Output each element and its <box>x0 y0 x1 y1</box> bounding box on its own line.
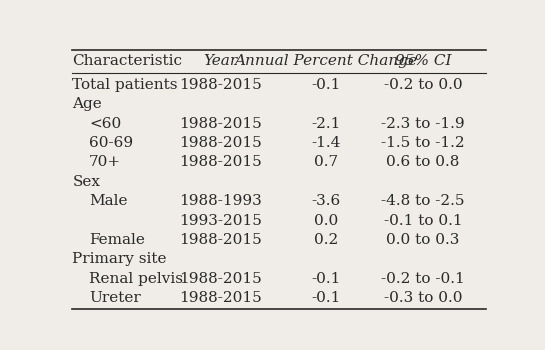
Text: 95% CI: 95% CI <box>395 54 451 68</box>
Text: -0.1: -0.1 <box>311 78 341 92</box>
Text: 0.2: 0.2 <box>314 233 338 247</box>
Text: Age: Age <box>72 97 102 111</box>
Text: 0.0: 0.0 <box>314 214 338 228</box>
Text: -0.1 to 0.1: -0.1 to 0.1 <box>384 214 462 228</box>
Text: Ureter: Ureter <box>89 291 141 305</box>
Text: 1988-2015: 1988-2015 <box>179 117 262 131</box>
Text: 1988-1993: 1988-1993 <box>179 194 262 208</box>
Text: -0.2 to 0.0: -0.2 to 0.0 <box>384 78 462 92</box>
Text: 1988-2015: 1988-2015 <box>179 136 262 150</box>
Text: -0.1: -0.1 <box>311 272 341 286</box>
Text: 0.6 to 0.8: 0.6 to 0.8 <box>386 155 459 169</box>
Text: -0.2 to -0.1: -0.2 to -0.1 <box>381 272 465 286</box>
Text: -2.1: -2.1 <box>311 117 341 131</box>
Text: Annual Percent Change: Annual Percent Change <box>234 54 417 68</box>
Text: Female: Female <box>89 233 145 247</box>
Text: Renal pelvis: Renal pelvis <box>89 272 183 286</box>
Text: Characteristic: Characteristic <box>72 54 183 68</box>
Text: 1988-2015: 1988-2015 <box>179 233 262 247</box>
Text: Primary site: Primary site <box>72 252 167 266</box>
Text: Year: Year <box>203 54 237 68</box>
Text: 0.0 to 0.3: 0.0 to 0.3 <box>386 233 459 247</box>
Text: 1988-2015: 1988-2015 <box>179 78 262 92</box>
Text: -0.3 to 0.0: -0.3 to 0.0 <box>384 291 462 305</box>
Text: 60-69: 60-69 <box>89 136 134 150</box>
Text: Male: Male <box>89 194 128 208</box>
Text: <60: <60 <box>89 117 122 131</box>
Text: 70+: 70+ <box>89 155 122 169</box>
Text: 1993-2015: 1993-2015 <box>179 214 262 228</box>
Text: 1988-2015: 1988-2015 <box>179 291 262 305</box>
Text: 1988-2015: 1988-2015 <box>179 155 262 169</box>
Text: -0.1: -0.1 <box>311 291 341 305</box>
Text: -4.8 to -2.5: -4.8 to -2.5 <box>381 194 465 208</box>
Text: 1988-2015: 1988-2015 <box>179 272 262 286</box>
Text: 0.7: 0.7 <box>314 155 338 169</box>
Text: Sex: Sex <box>72 175 100 189</box>
Text: -1.5 to -1.2: -1.5 to -1.2 <box>381 136 465 150</box>
Text: -2.3 to -1.9: -2.3 to -1.9 <box>381 117 465 131</box>
Text: -3.6: -3.6 <box>311 194 341 208</box>
Text: -1.4: -1.4 <box>311 136 341 150</box>
Text: Total patients: Total patients <box>72 78 178 92</box>
